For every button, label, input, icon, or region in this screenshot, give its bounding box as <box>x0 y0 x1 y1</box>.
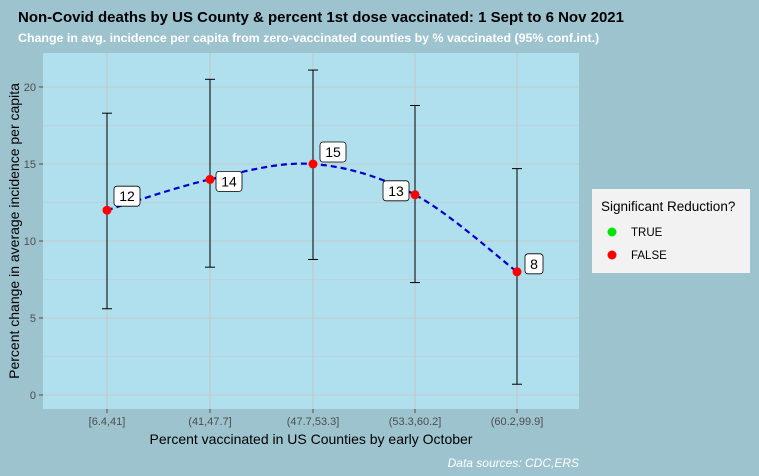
legend-entry-false: FALSE <box>607 250 667 262</box>
point-label: 8 <box>524 253 544 275</box>
point-label-text: 12 <box>119 188 135 204</box>
point-label-box <box>113 185 141 207</box>
point-label-text: 13 <box>388 183 404 199</box>
point-label-box <box>215 170 243 192</box>
y-axis-label: Percent change in average incidence per … <box>6 83 22 379</box>
legend-label: FALSE <box>631 250 667 262</box>
point-label: 15 <box>319 141 347 163</box>
y-tick-label: 0 <box>30 390 36 402</box>
data-point <box>410 190 420 200</box>
x-tick-label: [6.4,41] <box>89 416 126 428</box>
error-bar <box>512 168 522 385</box>
legend: Significant Reduction? TRUE FALSE <box>592 189 750 273</box>
data-point <box>102 205 112 215</box>
data-points <box>102 159 522 277</box>
data-sources-caption: Data sources: CDC,ERS <box>448 456 579 470</box>
point-label: 13 <box>382 180 410 202</box>
point-label-text: 15 <box>325 144 341 160</box>
x-tick-label: (53.3,60.2] <box>389 416 442 428</box>
point-label-text: 8 <box>530 256 538 272</box>
error-bar <box>205 78 215 268</box>
point-label-text: 14 <box>221 173 237 189</box>
point-label-box <box>382 180 410 202</box>
y-axis-ticks: 0 5 10 15 20 <box>24 82 43 402</box>
plot-panel <box>43 53 579 409</box>
y-tick-label: 5 <box>30 313 36 325</box>
x-tick-label: (60.2,99.9] <box>491 416 544 428</box>
x-axis-label: Percent vaccinated in US Counties by ear… <box>150 431 473 447</box>
x-axis-ticks: [6.4,41] (41,47.7] (47.7,53.3] (53.3,60.2] (… <box>89 409 544 428</box>
point-label: 14 <box>215 170 243 192</box>
y-tick-label: 10 <box>24 236 36 248</box>
y-tick-label: 15 <box>24 159 36 171</box>
point-label-box <box>319 141 347 163</box>
legend-marker <box>607 250 617 260</box>
point-label-box <box>524 253 544 275</box>
data-point <box>512 267 522 277</box>
chart-title: Non-Covid deaths by US County & percent … <box>18 9 624 26</box>
point-labels: 12 14 15 13 8 <box>113 141 544 275</box>
legend-title: Significant Reduction? <box>601 199 735 214</box>
legend-entries: TRUE FALSE <box>607 227 667 262</box>
x-tick-label: (41,47.7] <box>188 416 231 428</box>
point-label: 12 <box>113 185 141 207</box>
x-tick-label: (47.7,53.3] <box>287 416 340 428</box>
y-tick-label: 20 <box>24 82 36 94</box>
legend-label: TRUE <box>631 227 663 239</box>
legend-box <box>592 189 750 273</box>
legend-entry-true: TRUE <box>607 227 663 239</box>
chart-subtitle: Change in avg. incidence per capita from… <box>18 31 599 45</box>
data-point <box>205 174 215 184</box>
legend-marker <box>607 227 617 237</box>
data-point <box>308 159 318 169</box>
